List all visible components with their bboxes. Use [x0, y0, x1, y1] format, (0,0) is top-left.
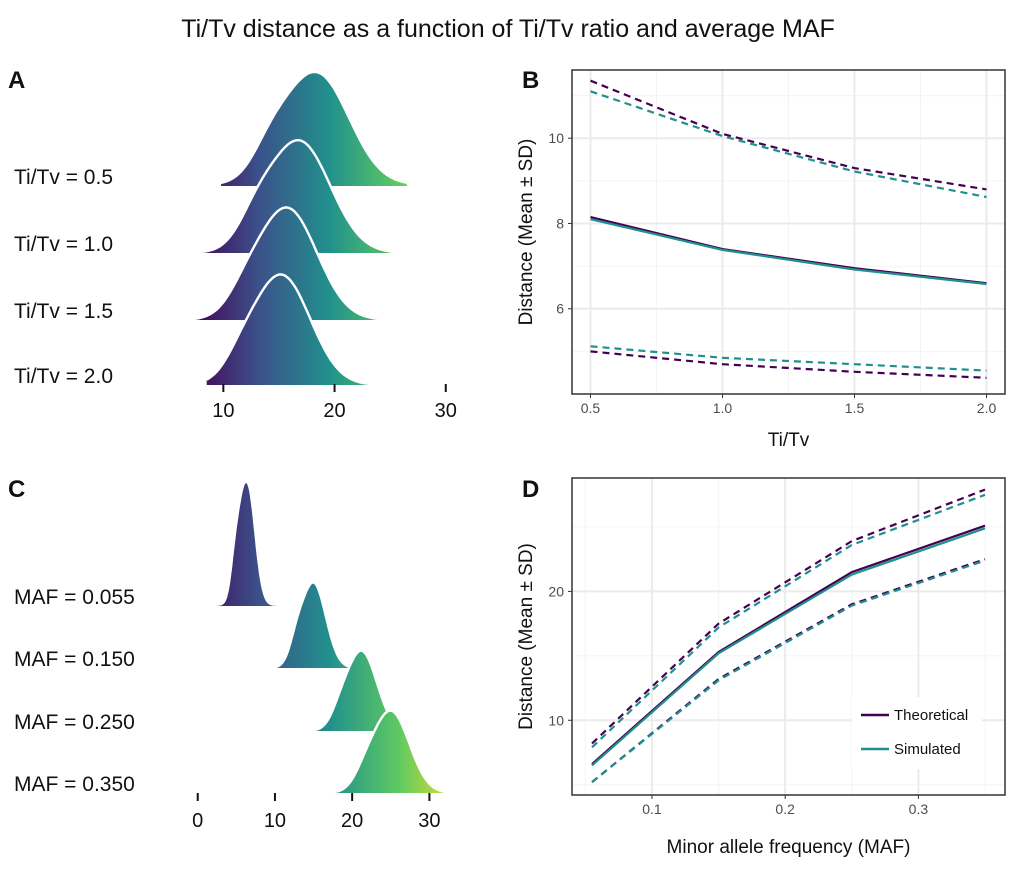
ridge-outline-2: [267, 581, 360, 670]
ridge-density-4: [332, 710, 449, 793]
ridge-density-2: [203, 140, 393, 253]
series-line-simulated-upper: [590, 90, 987, 199]
ridge-density-3: [313, 650, 414, 731]
x-tick-label: 0: [192, 810, 203, 832]
ridge-label-1: MAF = 0.055: [14, 586, 135, 609]
ridge-outline-2: [203, 138, 393, 253]
x-tick-label: 30: [435, 400, 457, 422]
x-tick-label: 1.0: [713, 400, 733, 416]
ridge-density-1: [217, 483, 279, 606]
ridge-label-2: MAF = 0.150: [14, 648, 135, 671]
series-line-simulated-upper: [591, 493, 986, 749]
ridge-label-4: MAF = 0.350: [14, 773, 135, 796]
x-tick-label: 0.2: [775, 801, 795, 817]
ridge-label-3: MAF = 0.250: [14, 711, 135, 734]
panel-d-line-chart: D 0.1 0.2 0.3 10 20 Minor allele frequency (MA…: [516, 476, 1006, 858]
ridge-label-2: Ti/Tv = 1.0: [14, 233, 113, 256]
y-tick-label: 6: [556, 301, 564, 317]
ridge-density-1: [221, 73, 407, 186]
ridge-label-1: Ti/Tv = 0.5: [14, 166, 113, 189]
x-tick-label: 2.0: [977, 400, 997, 416]
x-tick-label: 10: [212, 400, 234, 422]
y-axis-title: Distance (Mean ± SD): [516, 139, 537, 326]
x-axis-title: Minor allele frequency (MAF): [667, 837, 911, 858]
ridge-outline-4: [332, 709, 449, 794]
legend-background: [852, 697, 982, 769]
legend-label-theoretical: Theoretical: [894, 707, 968, 724]
x-tick-label: 20: [323, 400, 345, 422]
series-line-theoretical-lower: [591, 558, 986, 783]
ridge-label-4: Ti/Tv = 2.0: [14, 365, 113, 388]
series-line-simulated-mean: [590, 218, 987, 286]
plot-border: [571, 69, 1006, 395]
ridge-outline-4: [206, 273, 369, 385]
x-tick-label: 0.1: [642, 801, 662, 817]
x-tick-label: 0.5: [581, 400, 601, 416]
series-line-simulated-lower: [590, 345, 987, 372]
series-line-theoretical-upper: [591, 488, 986, 745]
x-tick-label: 20: [341, 810, 363, 832]
ridge-density-3: [190, 207, 379, 320]
series-line-simulated-mean: [591, 527, 986, 767]
y-tick-label: 10: [548, 712, 564, 728]
x-tick-label: 0.3: [909, 801, 929, 817]
panel-a-ridgeline: A Ti/Tv = 0.5 Ti/Tv = 1.0 Ti/Tv = 1.5 Ti/Tv …: [8, 67, 457, 422]
figure-title: Ti/Tv distance as a function of Ti/Tv ra…: [181, 15, 835, 43]
legend: Theoretical Simulated: [852, 697, 982, 769]
x-tick-label: 30: [418, 810, 440, 832]
plot-border: [571, 477, 1006, 796]
panel-b-line-chart: B 0.5 1.0 1.5 2.0 6 8 10 Ti/Tv Distance (Mean ± S…: [516, 67, 1006, 451]
ridge-outline-3: [189, 206, 380, 321]
y-axis-title: Distance (Mean ± SD): [516, 543, 537, 730]
ridge-label-3: Ti/Tv = 1.5: [14, 300, 113, 323]
ridge-density-4: [206, 274, 368, 385]
panel-c-ridgeline: C MAF = 0.055 MAF = 0.150 MAF = 0.250 MAF = …: [8, 476, 449, 832]
panel-letter: D: [522, 476, 539, 503]
x-tick-label: 10: [264, 810, 286, 832]
y-tick-label: 10: [548, 130, 564, 146]
panel-letter: A: [8, 67, 25, 94]
series-line-theoretical-upper: [590, 79, 987, 191]
y-tick-label: 20: [548, 583, 564, 599]
series-line-theoretical-lower: [590, 350, 987, 379]
panel-letter: B: [522, 67, 539, 94]
panel-letter: C: [8, 476, 25, 503]
y-tick-label: 8: [556, 215, 564, 231]
x-tick-label: 1.5: [845, 400, 865, 416]
series-line-simulated-lower: [591, 559, 986, 783]
legend-label-simulated: Simulated: [894, 741, 961, 758]
x-axis-title: Ti/Tv: [768, 430, 810, 451]
ridge-density-2: [267, 582, 360, 668]
